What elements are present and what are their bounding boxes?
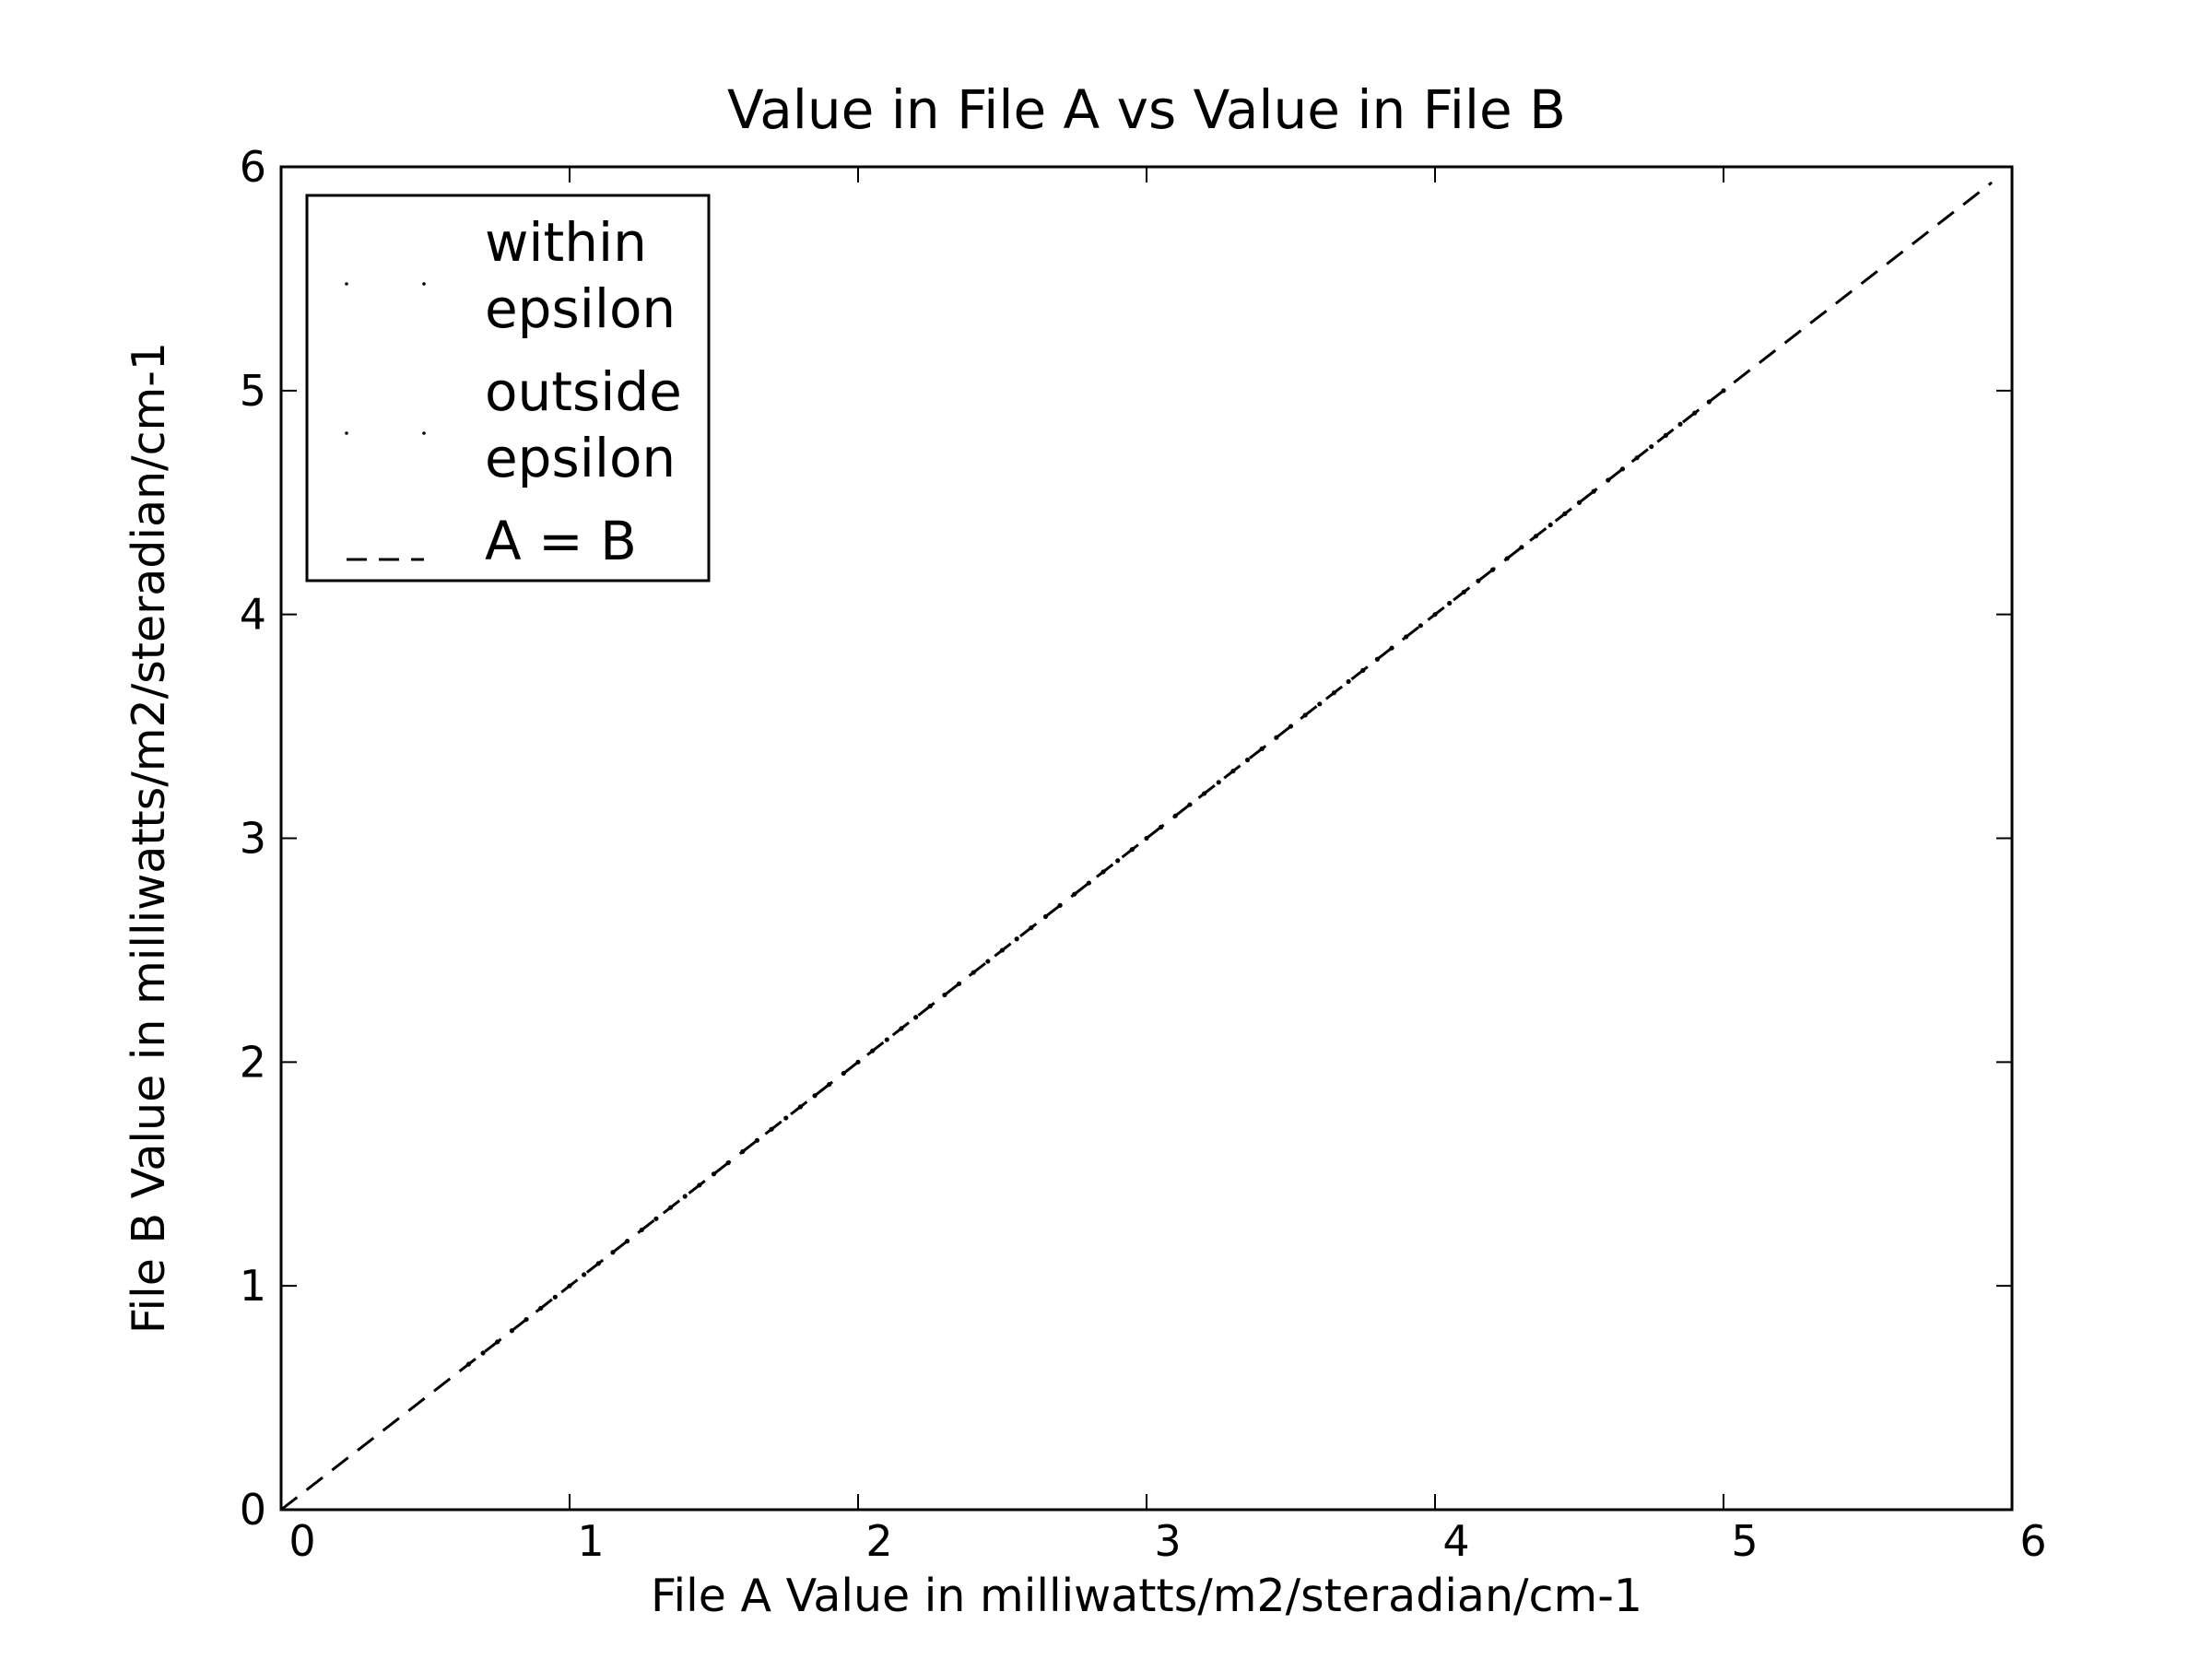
data-point [985,959,991,964]
data-point [1418,623,1423,629]
legend-label: outside epsilon [485,360,682,489]
data-point [682,1194,688,1199]
legend-box [305,194,711,582]
plot-frame [279,165,2014,1512]
data-point [783,1115,789,1121]
legend-label: A = B [485,510,637,572]
data-point [1547,522,1553,528]
data-point [480,1350,486,1356]
data-point [1317,701,1323,707]
data-point [653,1216,659,1221]
reference-line [280,181,1994,1512]
data-point [1014,936,1019,942]
y-tick-label: 6 [240,142,266,192]
y-tick-label: 1 [240,1261,266,1311]
x-axis-label: File A Value in milliwatts/m2/steradian/… [651,1570,1642,1622]
x-tick-label: 5 [1731,1516,1758,1566]
data-point [1244,757,1251,763]
y-tick-label: 0 [240,1485,266,1535]
x-tick-label: 2 [865,1516,892,1566]
data-point [812,1093,818,1099]
data-point [884,1037,889,1042]
data-point [1216,780,1221,785]
legend-swatch [422,282,426,286]
data-point [1677,421,1683,427]
data-point [1346,678,1351,685]
legend-swatch [422,431,426,435]
x-tick-label: 3 [1154,1516,1181,1566]
data-point [582,1272,587,1277]
y-axis-label: File B Value in milliwatts/m2/steradian/… [123,342,175,1334]
y-tick-label: 4 [240,590,266,640]
chart-title: Value in File A vs Value in File B [727,78,1566,141]
x-tick-label: 6 [2019,1516,2046,1566]
data-point [552,1294,558,1300]
data-point [1576,500,1583,505]
x-tick-label: 1 [577,1516,604,1566]
y-tick-label: 5 [240,366,266,416]
data-point [1649,443,1654,450]
data-point [1086,880,1091,886]
y-tick-label: 3 [240,814,266,864]
data-point [913,1015,919,1020]
legend: within epsilon outside epsilon A = B [305,194,711,582]
x-tick-label: 0 [288,1516,315,1566]
legend-label: within epsilon [485,211,676,340]
x-tick-label: 4 [1442,1516,1469,1566]
legend-swatch [345,282,348,286]
data-point [1115,858,1121,864]
data-point [1447,600,1453,606]
y-tick-label: 2 [240,1037,266,1087]
legend-swatch [345,431,348,435]
